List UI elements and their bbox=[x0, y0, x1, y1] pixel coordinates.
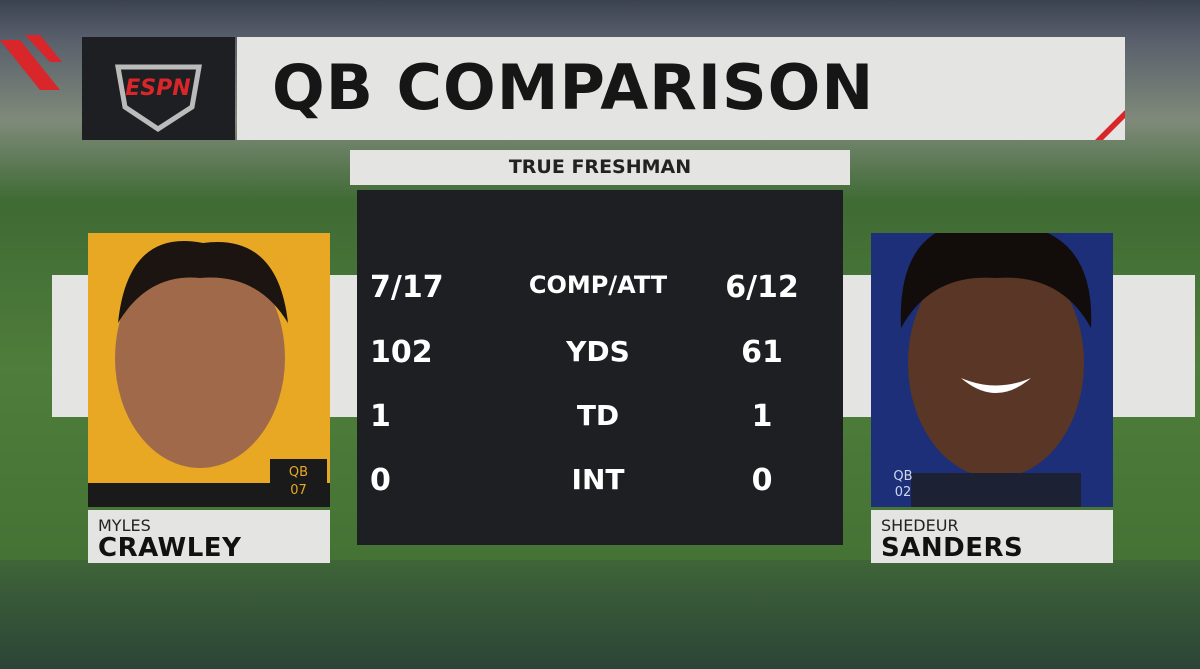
badge-position: QB bbox=[893, 469, 913, 484]
name-plate-right: SHEDEUR SANDERS bbox=[871, 510, 1113, 563]
stat-value: 61 bbox=[741, 335, 783, 370]
logo-text: ESPN bbox=[125, 76, 190, 101]
subtitle: TRUE FRESHMAN bbox=[350, 150, 850, 185]
logo-box: ESPN bbox=[82, 37, 235, 140]
stat-value: 0 bbox=[370, 463, 391, 498]
stat-value: 1 bbox=[751, 399, 773, 434]
stat-label: TD bbox=[576, 399, 620, 432]
stat-label: YDS bbox=[566, 335, 630, 368]
first-name: MYLES bbox=[98, 516, 151, 535]
stat-label: INT bbox=[571, 463, 625, 496]
player-photo-right: QB 02 bbox=[871, 233, 1113, 507]
stat-label: COMP/ATT bbox=[528, 271, 668, 299]
corner-accent bbox=[1095, 110, 1125, 140]
last-name: SANDERS bbox=[881, 533, 1024, 563]
badge-position: QB bbox=[288, 465, 309, 480]
jersey-badge: QB 07 bbox=[270, 459, 327, 505]
stat-value: 1 bbox=[370, 399, 391, 434]
stats-panel: 7/17 COMP/ATT 6/12 102 YDS 61 1 TD 1 0 INT 0 bbox=[357, 190, 843, 545]
stat-value: 0 bbox=[751, 463, 773, 498]
name-plate-left: MYLES CRAWLEY bbox=[88, 510, 330, 563]
stat-value: 6/12 bbox=[725, 270, 799, 305]
slash-decoration bbox=[0, 35, 62, 90]
stat-value: 102 bbox=[370, 335, 433, 370]
badge-number: 02 bbox=[894, 485, 912, 500]
crowd bbox=[0, 560, 1200, 669]
player-photo-left: QB 07 bbox=[88, 233, 330, 507]
player-silhouette bbox=[900, 233, 1092, 507]
last-name: CRAWLEY bbox=[98, 533, 242, 563]
badge-number: 07 bbox=[290, 483, 307, 498]
logo-shield: ESPN bbox=[115, 64, 202, 132]
title: QB COMPARISON bbox=[272, 51, 875, 124]
first-name: SHEDEUR bbox=[881, 516, 959, 535]
title-panel: QB COMPARISON bbox=[237, 37, 1125, 140]
stat-value: 7/17 bbox=[370, 270, 444, 305]
jersey-badge: QB 02 bbox=[883, 469, 923, 501]
